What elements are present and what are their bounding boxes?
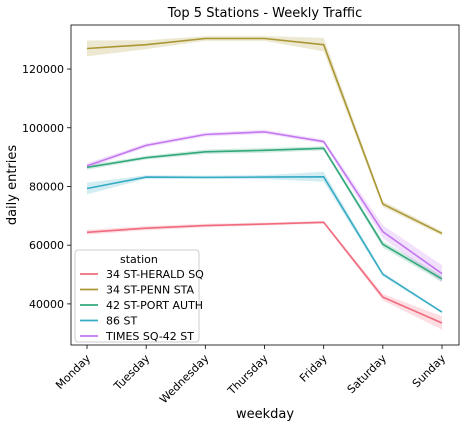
y-tick-label: 40000: [29, 298, 64, 311]
x-axis-label: weekday: [236, 407, 294, 422]
y-axis-label: daily entries: [5, 145, 20, 226]
x-tick-label: Wednesday: [157, 352, 212, 407]
legend-label: TIMES SQ-42 ST: [105, 330, 194, 343]
legend-label: 42 ST-PORT AUTH: [106, 299, 203, 312]
y-tick-label: 120000: [22, 63, 64, 76]
x-tick-label: Saturday: [345, 352, 390, 397]
y-tick-label: 80000: [29, 180, 64, 193]
legend-label: 34 ST-HERALD SQ: [106, 268, 204, 281]
confidence-band: [87, 220, 442, 330]
legend-label: 34 ST-PENN STA: [106, 284, 195, 297]
series-line: [86, 131, 443, 275]
x-tick-label: Thursday: [225, 352, 271, 398]
series-line: [86, 175, 443, 313]
plot-area: 40000 60000 80000 100000 120000 Monday Tuesday…: [22, 36, 448, 406]
x-tick-label: Monday: [53, 352, 93, 392]
series-line: [86, 37, 443, 235]
confidence-band: [87, 36, 442, 236]
chart-title: Top 5 Stations - Weekly Traffic: [167, 6, 363, 21]
series-line: [86, 221, 443, 324]
plot-frame: [70, 24, 460, 346]
legend: station 34 ST-HERALD SQ 34 ST-PENN STA 42 …: [74, 249, 204, 343]
y-tick-label: 60000: [29, 239, 64, 252]
x-tick-label: Friday: [297, 352, 330, 385]
y-tick-label: 100000: [22, 122, 64, 135]
legend-label: 86 ST: [106, 315, 137, 328]
series-line: [86, 147, 443, 280]
x-tick-label: Tuesday: [111, 352, 153, 394]
legend-title: station: [120, 253, 158, 266]
confidence-band: [87, 146, 442, 283]
legend-frame: [74, 249, 200, 343]
x-tick-label: Sunday: [410, 352, 449, 391]
